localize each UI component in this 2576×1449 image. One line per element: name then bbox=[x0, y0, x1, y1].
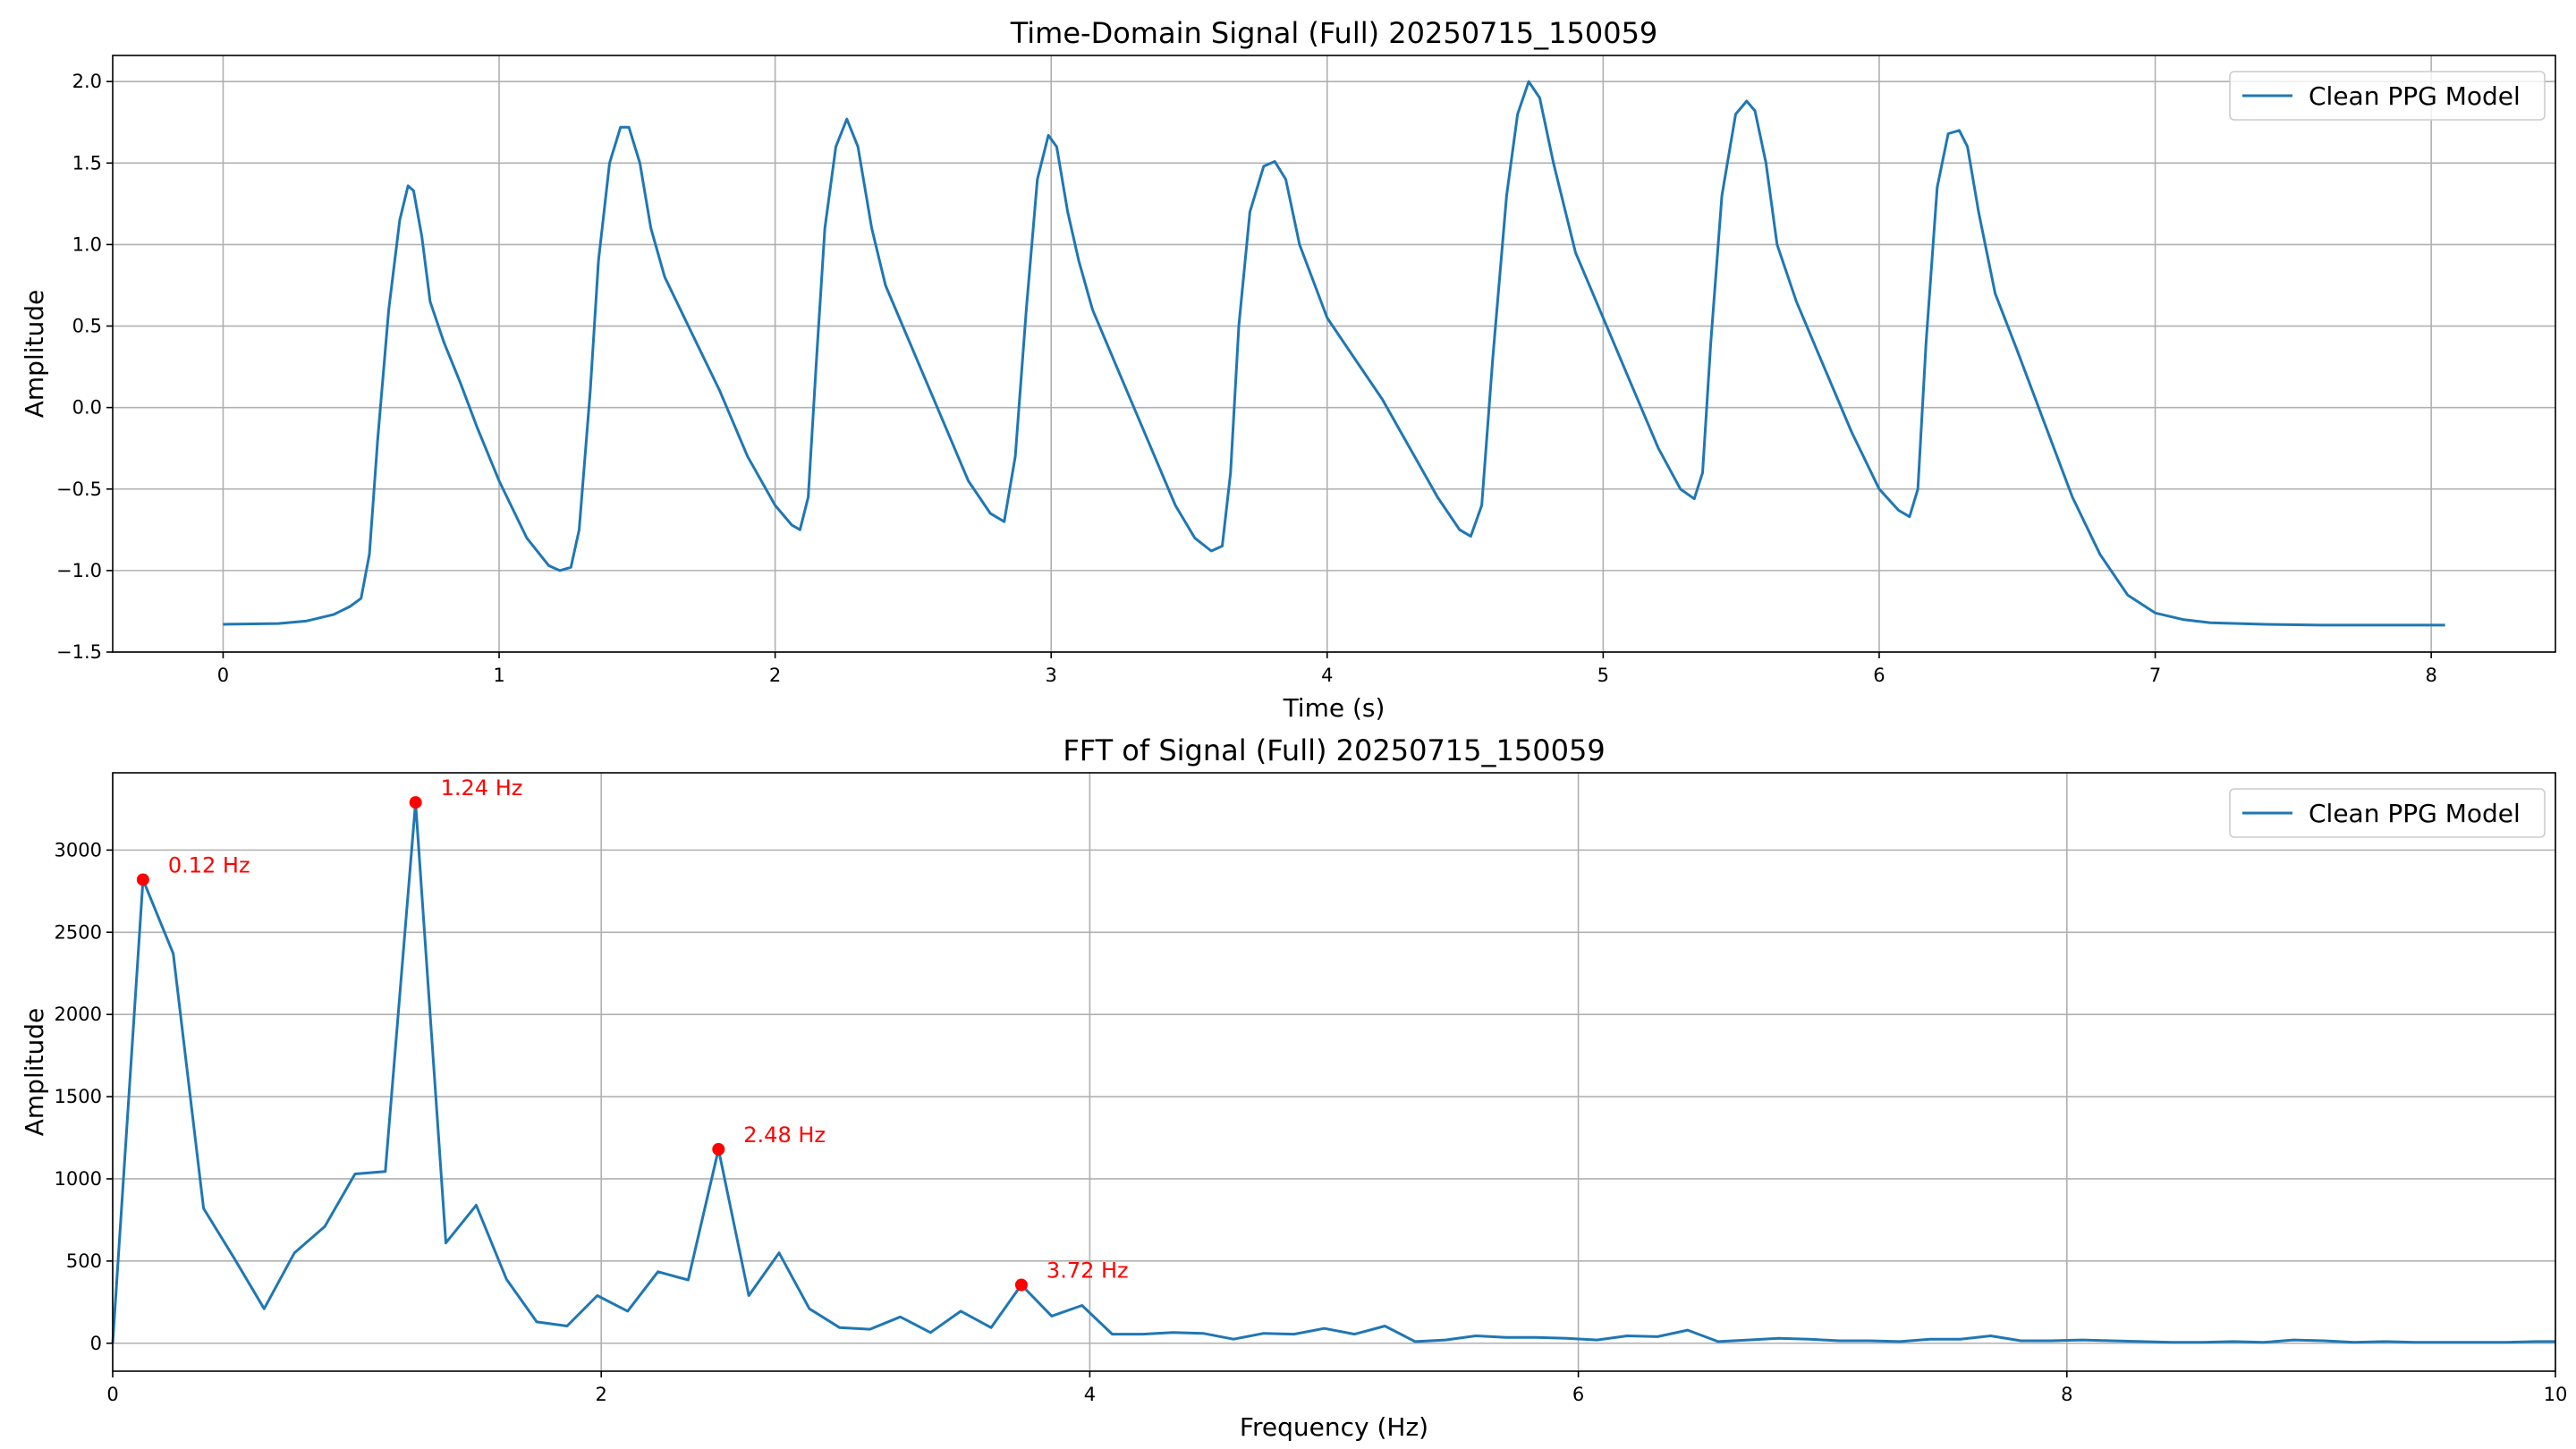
peak-label: 1.24 Hz bbox=[441, 775, 523, 801]
fft-y-tick-label: 2500 bbox=[55, 921, 102, 943]
time-domain-x-tick-label: 8 bbox=[2425, 665, 2436, 686]
fft-title: FFT of Signal (Full) 20250715_150059 bbox=[1063, 733, 1605, 767]
fft-x-tick-label: 10 bbox=[2544, 1384, 2568, 1405]
time-domain-series-line bbox=[223, 80, 2445, 627]
peak-marker bbox=[136, 873, 149, 886]
peak-marker bbox=[1014, 1278, 1028, 1292]
time-domain-title: Time-Domain Signal (Full) 20250715_15005… bbox=[1010, 16, 1658, 50]
fft-legend-label: Clean PPG Model bbox=[2309, 799, 2521, 828]
time-domain-legend: Clean PPG Model bbox=[2229, 71, 2546, 121]
peak-label: 3.72 Hz bbox=[1046, 1258, 1129, 1284]
fft-legend: Clean PPG Model bbox=[2229, 788, 2546, 838]
fft-x-tick-label: 8 bbox=[2061, 1384, 2072, 1405]
time-domain-y-tick-label: 2.0 bbox=[72, 71, 102, 92]
fft-y-tick-label: 3000 bbox=[55, 839, 102, 860]
fft-x-tick-label: 0 bbox=[106, 1384, 118, 1405]
fft-plot-frame bbox=[112, 772, 2556, 1372]
time-domain-y-tick-label: 1.5 bbox=[72, 152, 102, 174]
time-domain-y-tick-label: −0.5 bbox=[56, 479, 102, 500]
time-domain-legend-label: Clean PPG Model bbox=[2309, 81, 2521, 111]
fft-y-axis-label: Amplitude bbox=[20, 1008, 49, 1137]
time-domain-plot-frame bbox=[112, 55, 2556, 653]
fft-y-tick-label: 1500 bbox=[55, 1086, 102, 1107]
time-domain-x-tick-label: 7 bbox=[2149, 665, 2161, 686]
time-domain-x-tick-label: 4 bbox=[1321, 665, 1333, 686]
fft-y-tick-label: 500 bbox=[66, 1250, 102, 1272]
fft-x-tick-label: 2 bbox=[596, 1384, 607, 1405]
peak-label: 0.12 Hz bbox=[168, 852, 250, 877]
fft-y-tick-label: 2000 bbox=[55, 1004, 102, 1025]
fft-legend-box bbox=[2229, 788, 2546, 838]
time-domain-y-tick-label: −1.5 bbox=[56, 641, 102, 663]
time-domain-x-tick-label: 3 bbox=[1046, 665, 1057, 686]
time-domain-x-tick-label: 6 bbox=[1873, 665, 1885, 686]
time-domain-legend-box bbox=[2229, 71, 2546, 121]
fft-plot: 0.12 Hz 1.24 Hz 2.48 Hz 3.72 Hz 0 2 4 6 8 10 0 500… bbox=[20, 733, 2567, 1442]
peak-label: 2.48 Hz bbox=[743, 1123, 826, 1148]
time-domain-y-tick-label: −1.0 bbox=[56, 560, 102, 581]
time-domain-y-tick-label: 0.5 bbox=[72, 316, 102, 337]
peak-marker bbox=[409, 796, 422, 809]
fft-y-tick-label: 0 bbox=[90, 1333, 102, 1354]
time-domain-x-tick-label: 5 bbox=[1597, 665, 1609, 686]
time-domain-plot: 0 1 2 3 4 5 6 7 8 −1.5 −1.0 −0.5 0.0 0.5 1.0 1.5 2.0 Tim… bbox=[20, 16, 2556, 723]
time-domain-x-tick-label: 2 bbox=[769, 665, 781, 686]
fft-series-line bbox=[111, 801, 2555, 1344]
time-domain-y-axis-label: Amplitude bbox=[20, 290, 49, 419]
time-domain-x-axis-label: Time (s) bbox=[1283, 693, 1385, 723]
time-domain-y-tick-label: 0.0 bbox=[72, 397, 102, 419]
time-domain-y-tick-label: 1.0 bbox=[72, 233, 102, 255]
fft-x-tick-label: 6 bbox=[1572, 1384, 1584, 1405]
fft-y-tick-label: 1000 bbox=[55, 1168, 102, 1190]
time-domain-x-tick-label: 1 bbox=[493, 665, 504, 686]
time-domain-x-tick-label: 0 bbox=[217, 665, 229, 686]
fft-x-tick-label: 4 bbox=[1084, 1384, 1096, 1405]
peak-marker bbox=[712, 1142, 725, 1156]
fft-x-axis-label: Frequency (Hz) bbox=[1240, 1412, 1428, 1442]
